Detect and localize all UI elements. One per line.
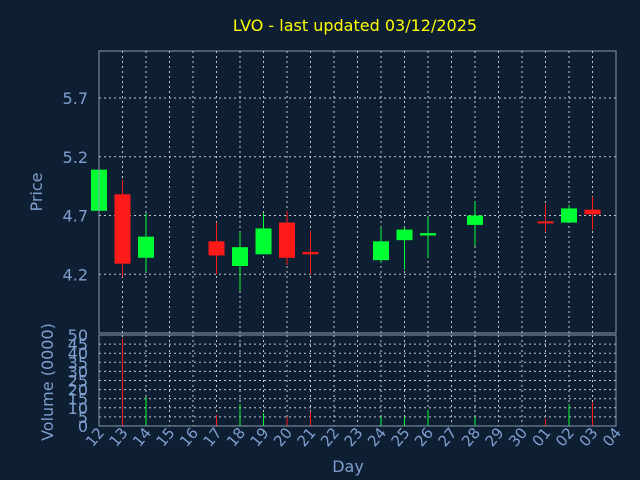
price-tick-label: 4.7 — [63, 207, 88, 226]
volume-tick-label: 5 — [78, 408, 88, 427]
x-tick-label: 24 — [364, 424, 390, 450]
volume-tick-label: 0 — [78, 417, 88, 436]
candle-body — [302, 251, 319, 255]
x-tick-label: 21 — [294, 424, 320, 450]
chart-title: LVO - last updated 03/12/2025 — [233, 16, 477, 35]
volume-tick-label: 40 — [68, 344, 88, 363]
x-tick-label: 18 — [223, 424, 249, 450]
x-tick-label: 26 — [411, 424, 437, 450]
chart-marks — [91, 169, 601, 426]
x-tick-label: 03 — [576, 424, 602, 450]
x-tick-label: 22 — [317, 424, 343, 450]
x-tick-label: 17 — [200, 424, 226, 450]
candle-body — [420, 233, 436, 236]
x-tick-label: 30 — [505, 424, 531, 450]
x-tick-label: 25 — [388, 424, 414, 450]
price-panel-frame — [98, 50, 617, 334]
x-tick-label: 19 — [247, 424, 273, 450]
x-tick-label: 27 — [435, 424, 461, 450]
volume-tick-label: 25 — [68, 372, 88, 391]
x-tick-label: 20 — [270, 424, 296, 450]
volume-tick-label: 50 — [68, 326, 88, 345]
candle-body — [232, 247, 248, 267]
candle-body — [208, 241, 225, 256]
candle-body — [561, 208, 577, 223]
candle-body — [537, 221, 554, 224]
price-tick-label: 5.2 — [63, 148, 88, 167]
candle-body — [396, 229, 413, 241]
volume-tick-label: 45 — [68, 335, 88, 354]
x-tick-label: 14 — [129, 424, 155, 450]
price-tick-label: 5.7 — [63, 89, 88, 108]
x-tick-label: 04 — [599, 424, 625, 450]
volume-tick-label: 35 — [68, 353, 88, 372]
candle-body — [467, 215, 483, 225]
x-tick-label: 23 — [341, 424, 367, 450]
volume-tick-label: 15 — [68, 390, 88, 409]
x-tick-label: 01 — [529, 424, 555, 450]
price-axis-label: Price — [27, 172, 46, 211]
x-tick-label: 16 — [176, 424, 202, 450]
candle-body — [279, 222, 295, 258]
volume-axis-label: Volume (0000) — [38, 323, 57, 441]
x-tick-label: 13 — [106, 424, 132, 450]
candle-body — [138, 236, 154, 258]
candle-body — [584, 209, 601, 215]
x-axis-label: Day — [332, 457, 364, 476]
x-tick-label: 28 — [458, 424, 484, 450]
volume-tick-label: 30 — [68, 362, 88, 381]
x-tick-label: 15 — [153, 424, 179, 450]
volume-tick-label: 10 — [68, 399, 88, 418]
volume-panel-frame — [98, 334, 617, 427]
x-tick-label: 02 — [552, 424, 578, 450]
grid — [98, 51, 617, 427]
candle-body — [114, 194, 131, 264]
x-tick-label: 29 — [482, 424, 508, 450]
volume-tick-label: 20 — [68, 381, 88, 400]
price-tick-label: 4.2 — [63, 265, 88, 284]
axis-ticks: 5.75.24.74.25045403530252015105012131415… — [63, 89, 626, 450]
candle-body — [373, 241, 389, 261]
candle-body — [255, 228, 272, 255]
